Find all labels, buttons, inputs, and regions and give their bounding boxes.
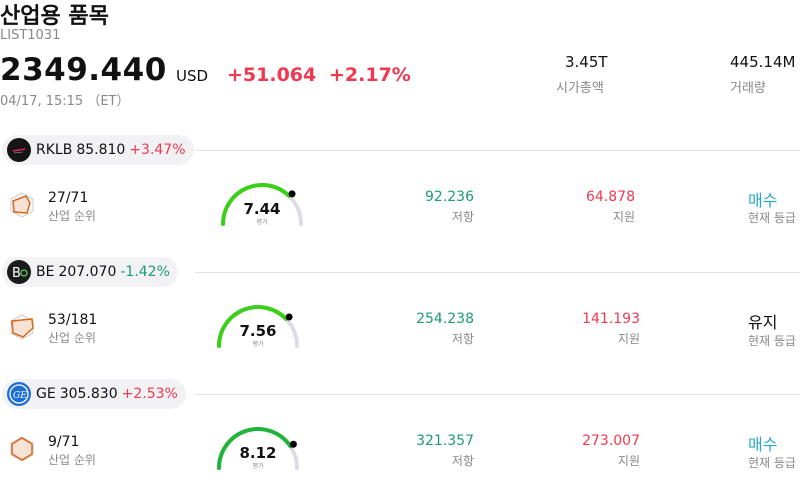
score-label: 평가	[256, 219, 268, 226]
stock-price: 207.070	[58, 264, 117, 280]
gauge-marker	[285, 313, 293, 321]
gauge-fill	[221, 183, 292, 226]
score-label: 평가	[252, 463, 264, 470]
score-label: 평가	[252, 341, 264, 348]
score-gauge	[217, 427, 299, 470]
volume-label: 거래량	[730, 81, 766, 96]
stock-row[interactable]: B BE 207.070 -1.42%	[0, 0, 800, 287]
resistance-label: 저항	[451, 210, 474, 224]
rating-value: 매수	[748, 435, 778, 454]
gauge-fill	[217, 427, 293, 470]
stock-change: +3.47%	[129, 142, 186, 158]
currency-label: USD	[176, 67, 209, 85]
industry-rank-icon	[8, 191, 36, 223]
industry-rank-label: 산업 순위	[48, 331, 96, 345]
row-divider	[195, 272, 800, 273]
gauge-fill	[217, 305, 289, 348]
industry-rank: 27/71	[48, 190, 89, 206]
svg-text:GE: GE	[13, 391, 27, 401]
rating-label: 현재 등급	[748, 334, 796, 348]
ge-logo-icon: GE	[7, 382, 31, 406]
index-price: 2349.440	[0, 52, 167, 88]
stock-price: 85.810	[76, 142, 126, 158]
page-title: 산업용 품목	[0, 4, 109, 29]
support-value: 64.878	[586, 189, 635, 205]
gauge-marker	[288, 190, 296, 198]
stock-ticker: GE	[36, 386, 56, 402]
rocket-lab-logo-icon	[7, 138, 31, 162]
volume-value: 445.14M	[730, 53, 796, 71]
rating-value: 유지	[748, 313, 778, 332]
score-value: 8.12	[239, 444, 277, 462]
market-cap-label: 시가총액	[556, 81, 604, 96]
stock-change: -1.42%	[120, 264, 170, 280]
industry-rank-icon	[8, 313, 36, 345]
stock-price: 305.830	[59, 386, 118, 402]
price-change-percent: +2.17%	[329, 64, 411, 86]
price-change: +51.064	[227, 64, 317, 86]
industry-rank-label: 산업 순위	[48, 453, 96, 467]
gauge-marker	[289, 440, 297, 448]
industry-rank-label: 산업 순위	[48, 209, 96, 223]
bloom-energy-logo-icon: B	[7, 260, 31, 284]
timestamp: 04/17, 15:15 （ET）	[0, 94, 130, 109]
rating-label: 현재 등급	[748, 211, 796, 225]
support-value: 273.007	[582, 433, 640, 449]
market-cap-value: 3.45T	[565, 53, 608, 71]
resistance-value: 92.236	[425, 189, 474, 205]
index-code: LIST1031	[0, 28, 61, 43]
score-gauge	[217, 305, 299, 348]
resistance-value: 254.238	[416, 311, 474, 327]
stock-pill[interactable]: RKLB 85.810 +3.47%	[2, 135, 194, 165]
stock-ticker: RKLB	[36, 142, 73, 158]
resistance-label: 저항	[451, 332, 474, 346]
score-value: 7.44	[243, 200, 281, 218]
svg-text:B: B	[12, 266, 21, 281]
industry-rank: 9/71	[48, 434, 80, 450]
resistance-value: 321.357	[416, 433, 474, 449]
score-value: 7.56	[239, 322, 277, 340]
stock-pill[interactable]: GE GE 305.830 +2.53%	[2, 379, 186, 409]
row-divider	[195, 150, 800, 151]
industry-rank: 53/181	[48, 312, 98, 328]
stock-change: +2.53%	[121, 386, 178, 402]
support-value: 141.193	[582, 311, 640, 327]
resistance-label: 저항	[451, 454, 474, 468]
row-divider	[195, 394, 800, 395]
stock-ticker: BE	[36, 264, 55, 280]
stock-row[interactable]: GE GE 305.830 +2.53%	[0, 0, 800, 409]
support-label: 지원	[612, 210, 635, 224]
rating-label: 현재 등급	[748, 456, 796, 470]
support-label: 지원	[617, 454, 640, 468]
support-label: 지원	[617, 332, 640, 346]
industry-rank-icon	[8, 435, 36, 467]
stock-row[interactable]: RKLB 85.810 +3.47%	[0, 0, 800, 165]
rating-value: 매수	[748, 191, 778, 210]
score-gauge	[221, 183, 303, 226]
stock-pill[interactable]: B BE 207.070 -1.42%	[2, 257, 178, 287]
